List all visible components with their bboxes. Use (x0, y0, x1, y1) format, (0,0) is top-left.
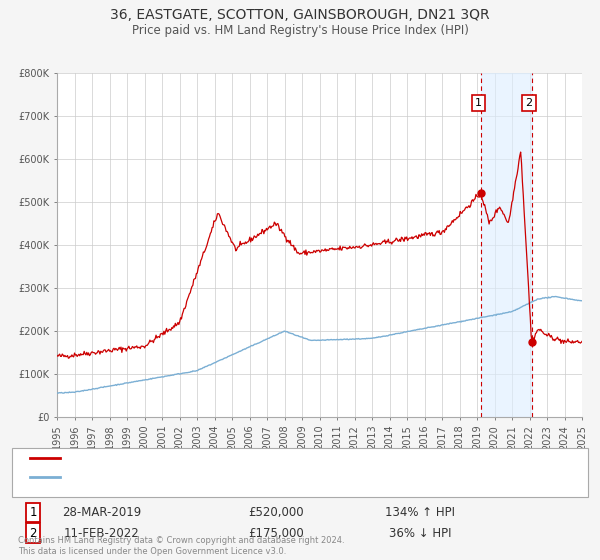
Text: 1: 1 (29, 506, 37, 519)
Text: 2: 2 (29, 526, 37, 540)
Text: 36% ↓ HPI: 36% ↓ HPI (389, 526, 451, 540)
Text: Price paid vs. HM Land Registry's House Price Index (HPI): Price paid vs. HM Land Registry's House … (131, 24, 469, 36)
Text: £520,000: £520,000 (248, 506, 304, 519)
Text: 28-MAR-2019: 28-MAR-2019 (62, 506, 142, 519)
Text: HPI: Average price, detached house, West Lindsey: HPI: Average price, detached house, West… (69, 472, 349, 482)
Text: 134% ↑ HPI: 134% ↑ HPI (385, 506, 455, 519)
Text: £175,000: £175,000 (248, 526, 304, 540)
Text: 36, EASTGATE, SCOTTON, GAINSBOROUGH, DN21 3QR (detached house): 36, EASTGATE, SCOTTON, GAINSBOROUGH, DN2… (69, 453, 475, 463)
Text: 2: 2 (526, 98, 533, 108)
Text: Contains HM Land Registry data © Crown copyright and database right 2024.
This d: Contains HM Land Registry data © Crown c… (18, 536, 344, 556)
Text: 11-FEB-2022: 11-FEB-2022 (64, 526, 140, 540)
Text: 36, EASTGATE, SCOTTON, GAINSBOROUGH, DN21 3QR: 36, EASTGATE, SCOTTON, GAINSBOROUGH, DN2… (110, 8, 490, 22)
Text: 1: 1 (475, 98, 482, 108)
Bar (481, 73, 532, 417)
